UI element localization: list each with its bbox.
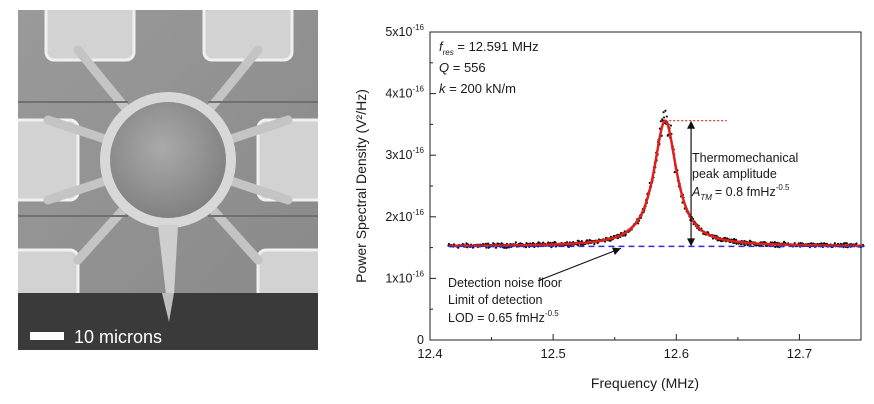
svg-text:Q = 556: Q = 556 xyxy=(439,60,486,75)
y-tick-label: 5x10-16 xyxy=(385,23,424,39)
data-point xyxy=(776,245,779,248)
svg-text:LOD = 0.65 fmHz-0.5: LOD = 0.65 fmHz-0.5 xyxy=(448,309,559,325)
sem-micrograph: 10 microns xyxy=(18,10,318,350)
x-tick-label: 12.5 xyxy=(540,346,565,361)
y-tick-label: 4x10-16 xyxy=(385,85,424,101)
data-point xyxy=(843,242,847,245)
data-point xyxy=(547,241,550,244)
y-tick-label: 2x10-16 xyxy=(385,208,424,224)
svg-text:peak amplitude: peak amplitude xyxy=(692,167,777,181)
data-point xyxy=(740,243,743,246)
data-point xyxy=(503,246,506,249)
svg-text:ATM= 0.8 fmHz-0.5: ATM = 0.8 fmHz-0.5 xyxy=(691,183,790,202)
x-axis: 12.4 12.5 12.6 12.7 xyxy=(417,334,812,361)
psd-chart: 12.4 12.5 12.6 12.7 0 1x10-16 2x10-16 3x10-16 4… xyxy=(353,23,865,391)
svg-text:fres = 12.591 MHz: fres = 12.591 MHz xyxy=(439,39,539,57)
data-point xyxy=(664,109,667,112)
data-point xyxy=(855,242,858,245)
noise-floor-annotation: Detection noise floor Limit of detection… xyxy=(448,276,562,325)
y-tick-label: 1x10-16 xyxy=(385,269,424,285)
data-point xyxy=(733,237,736,241)
data-point xyxy=(524,246,528,249)
y-axis: 0 1x10-16 2x10-16 3x10-16 4x10-16 5x10-16 xyxy=(385,23,436,347)
data-point xyxy=(845,242,848,245)
scale-bar xyxy=(30,332,64,340)
svg-text:k = 200 kN/m: k = 200 kN/m xyxy=(439,81,516,96)
x-tick-label: 12.4 xyxy=(417,346,442,361)
data-point xyxy=(820,242,823,245)
data-point xyxy=(465,242,468,245)
data-point xyxy=(749,244,752,247)
measured-data-series xyxy=(447,109,865,249)
disk-resonator xyxy=(110,102,226,218)
noise-floor-arrow xyxy=(539,247,622,281)
data-point xyxy=(514,241,517,244)
data-point xyxy=(457,246,460,249)
data-point xyxy=(593,243,596,246)
data-point xyxy=(659,120,662,123)
svg-text:Limit of detection: Limit of detection xyxy=(448,293,543,307)
data-point xyxy=(542,241,545,244)
data-point xyxy=(673,171,676,174)
y-axis-title: Power Spectral Density (V²/Hz) xyxy=(353,89,369,283)
x-axis-title: Frequency (MHz) xyxy=(591,375,699,391)
svg-text:Thermomechanical: Thermomechanical xyxy=(692,151,798,165)
electrode-pads xyxy=(18,10,318,302)
amplitude-arrow xyxy=(687,120,696,247)
y-tick-label: 3x10-16 xyxy=(385,146,424,162)
data-point xyxy=(485,246,488,249)
peak-amplitude-annotation: Thermomechanical peak amplitude ATM = 0.8… xyxy=(691,151,798,202)
y-tick-label: 0 xyxy=(417,333,424,347)
data-point xyxy=(833,242,836,245)
data-point xyxy=(662,116,666,119)
x-tick-label: 12.7 xyxy=(787,346,812,361)
lorentzian-fit-curve xyxy=(448,119,864,248)
x-tick-label: 12.6 xyxy=(664,346,689,361)
data-point xyxy=(487,242,490,245)
data-point xyxy=(500,242,503,245)
fit-parameters: fres = 12.591 MHz Q = 556 k = 200 kN/m xyxy=(439,39,539,96)
data-point xyxy=(665,115,668,118)
data-point xyxy=(519,242,522,245)
scale-bar-label: 10 microns xyxy=(74,327,162,347)
data-point xyxy=(662,111,665,114)
data-point xyxy=(669,124,673,127)
svg-text:Detection noise floor: Detection noise floor xyxy=(448,276,562,290)
